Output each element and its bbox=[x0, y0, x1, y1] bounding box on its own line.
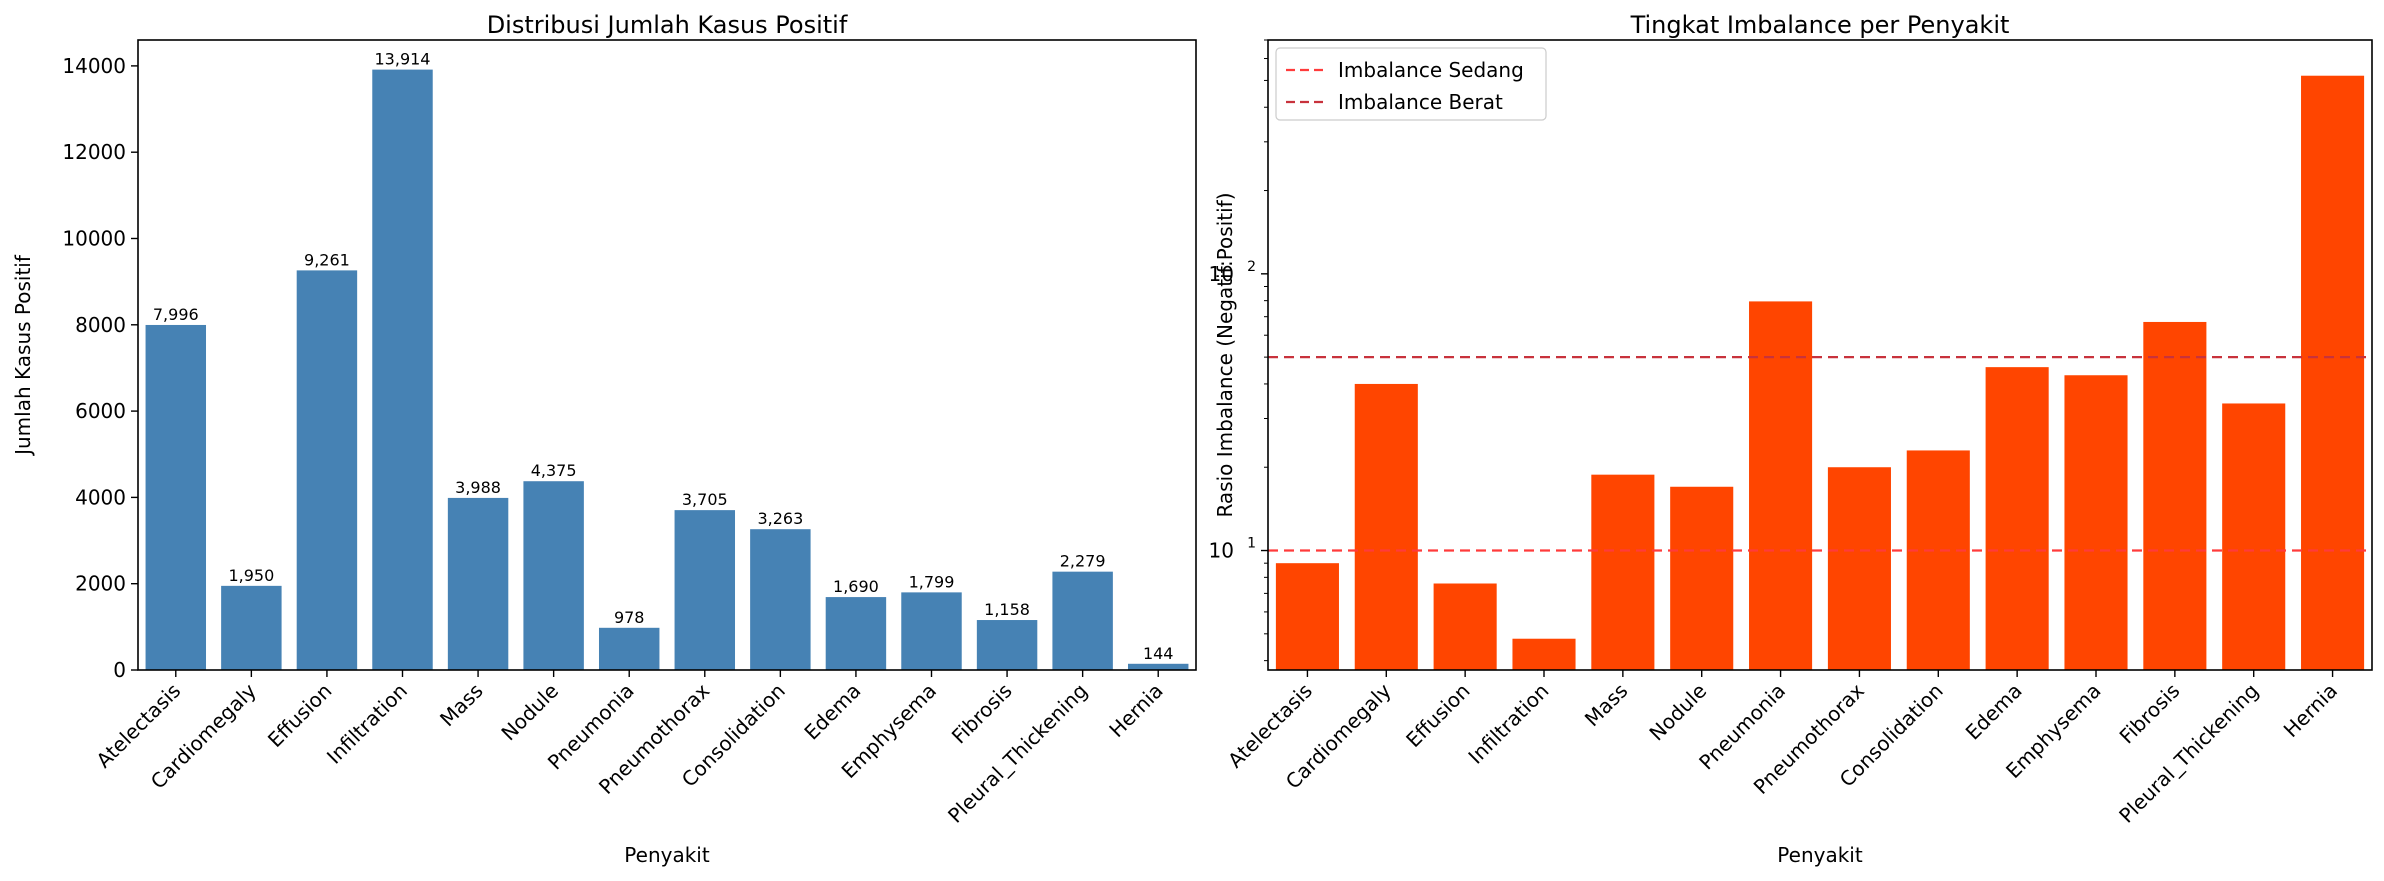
right-axes-frame bbox=[1267, 39, 2373, 671]
l-x-tick-label-mass: Mass bbox=[435, 679, 488, 732]
right-reference-lines bbox=[1268, 356, 2372, 552]
left-x-axis-label: Penyakit bbox=[624, 843, 710, 867]
l-bar-pneumonia bbox=[598, 627, 660, 670]
l-y-tick-label-4000: 4000 bbox=[75, 485, 126, 509]
l-y-tick-label-8000: 8000 bbox=[75, 313, 126, 337]
right-y-axis-label: Rasio Imbalance (Negatif:Positif) bbox=[1213, 192, 1237, 517]
l-bar-nodule bbox=[523, 481, 584, 670]
l-data-label-edema: 1,690 bbox=[833, 577, 879, 596]
r-bar-effusion bbox=[1433, 583, 1497, 670]
l-x-tick-label-nodule: Nodule bbox=[496, 679, 563, 746]
l-bar-pneumothorax bbox=[674, 510, 736, 670]
l-x-tick-label-hernia: Hernia bbox=[1104, 679, 1167, 742]
r-x-tick-label-fibrosis: Fibrosis bbox=[2115, 679, 2185, 749]
l-x-tick-label-infiltration: Infiltration bbox=[322, 679, 412, 769]
r-x-tick-label-nodule: Nodule bbox=[1644, 679, 1711, 746]
right-bars bbox=[1275, 75, 2365, 670]
r-bar-infiltration bbox=[1512, 638, 1576, 670]
l-bar-infiltration bbox=[372, 69, 433, 670]
l-y-tick-label-12000: 12000 bbox=[62, 140, 126, 164]
r-x-tick-label-mass: Mass bbox=[1580, 679, 1633, 732]
l-data-label-fibrosis: 1,158 bbox=[984, 600, 1030, 619]
l-bar-consolidation bbox=[750, 529, 811, 670]
l-data-label-pleural-thickening: 2,279 bbox=[1060, 552, 1106, 571]
left-chart-title: Distribusi Jumlah Kasus Positif bbox=[487, 11, 848, 39]
legend-entry-sedang: Imbalance Sedang bbox=[1338, 58, 1524, 82]
l-y-tick-label-6000: 6000 bbox=[75, 399, 126, 423]
l-data-label-atelectasis: 7,996 bbox=[153, 305, 199, 324]
l-data-label-hernia: 144 bbox=[1143, 644, 1174, 663]
l-data-label-nodule: 4,375 bbox=[531, 461, 577, 480]
right-chart-title: Tingkat Imbalance per Penyakit bbox=[1630, 11, 2010, 39]
l-data-label-pneumothorax: 3,705 bbox=[682, 490, 728, 509]
legend-box bbox=[1275, 47, 1547, 121]
l-y-tick-label-2000: 2000 bbox=[75, 572, 126, 596]
r-y-tick-label-10: 10 bbox=[1209, 539, 1234, 563]
l-x-tick-label-fibrosis: Fibrosis bbox=[947, 679, 1017, 749]
l-x-tick-label-pleural-thickening: Pleural_Thickening bbox=[943, 679, 1092, 828]
l-data-label-pneumonia: 978 bbox=[614, 608, 645, 627]
l-data-label-consolidation: 3,263 bbox=[757, 509, 803, 528]
r-y-tick-label-100: 10 bbox=[1209, 262, 1234, 286]
l-bar-emphysema bbox=[901, 592, 962, 670]
r-bar-cardiomegaly bbox=[1354, 383, 1418, 670]
r-bar-pneumothorax bbox=[1827, 467, 1891, 670]
left-axes-frame bbox=[137, 39, 1197, 671]
l-bar-effusion bbox=[296, 270, 358, 670]
r-bar-consolidation bbox=[1906, 450, 1970, 670]
right-chart-panel: Tingkat Imbalance per Penyakit Rasio Imb… bbox=[1209, 11, 2373, 867]
r-bar-pneumonia bbox=[1749, 301, 1813, 670]
r-x-tick-label-hernia: Hernia bbox=[2279, 679, 2342, 742]
l-y-tick-label-0: 0 bbox=[113, 658, 126, 682]
l-bar-cardiomegaly bbox=[221, 585, 282, 670]
r-bar-emphysema bbox=[2064, 375, 2128, 670]
r-bar-edema bbox=[1985, 367, 2049, 670]
left-chart-panel: Distribusi Jumlah Kasus Positif Jumlah K… bbox=[11, 11, 1197, 867]
l-bar-hernia bbox=[1127, 663, 1189, 670]
r-bar-mass bbox=[1591, 474, 1655, 670]
right-x-axis-label: Penyakit bbox=[1777, 843, 1863, 867]
r-y-tick-exponent-10: 1 bbox=[1247, 536, 1256, 552]
l-y-tick-label-10000: 10000 bbox=[62, 226, 126, 250]
l-data-label-infiltration: 13,914 bbox=[375, 50, 431, 69]
r-x-tick-label-edema: Edema bbox=[1961, 679, 2027, 745]
l-bar-edema bbox=[825, 597, 887, 670]
r-bar-nodule bbox=[1670, 486, 1734, 670]
left-y-axis-label: Jumlah Kasus Positif bbox=[11, 254, 35, 457]
r-y-tick-exponent-100: 2 bbox=[1247, 259, 1256, 275]
r-x-tick-label-pleural-thickening: Pleural_Thickening bbox=[2114, 679, 2263, 828]
l-x-tick-label-edema: Edema bbox=[799, 679, 865, 745]
r-bar-fibrosis bbox=[2143, 321, 2207, 670]
l-data-label-emphysema: 1,799 bbox=[909, 572, 955, 591]
l-bar-pleural-thickening bbox=[1052, 571, 1113, 670]
left-bars: 7,996 1,950 9,261 13,914 3,988 4,375 978 3,705 3… bbox=[145, 50, 1189, 670]
l-bar-mass bbox=[447, 497, 509, 670]
right-legend: Imbalance Sedang Imbalance Berat bbox=[1275, 47, 1547, 121]
l-x-tick-label-effusion: Effusion bbox=[263, 679, 337, 753]
l-bar-fibrosis bbox=[976, 620, 1038, 670]
r-bar-pleural-thickening bbox=[2222, 403, 2286, 670]
r-x-tick-label-infiltration: Infiltration bbox=[1463, 679, 1553, 769]
r-x-tick-label-effusion: Effusion bbox=[1401, 679, 1475, 753]
r-bar-atelectasis bbox=[1275, 563, 1339, 670]
r-bar-hernia bbox=[2301, 75, 2365, 670]
l-data-label-cardiomegaly: 1,950 bbox=[228, 566, 274, 585]
l-data-label-effusion: 9,261 bbox=[304, 250, 350, 269]
legend-entry-berat: Imbalance Berat bbox=[1338, 90, 1503, 114]
l-bar-atelectasis bbox=[145, 324, 207, 670]
l-data-label-mass: 3,988 bbox=[455, 478, 501, 497]
l-y-tick-label-14000: 14000 bbox=[62, 54, 126, 78]
